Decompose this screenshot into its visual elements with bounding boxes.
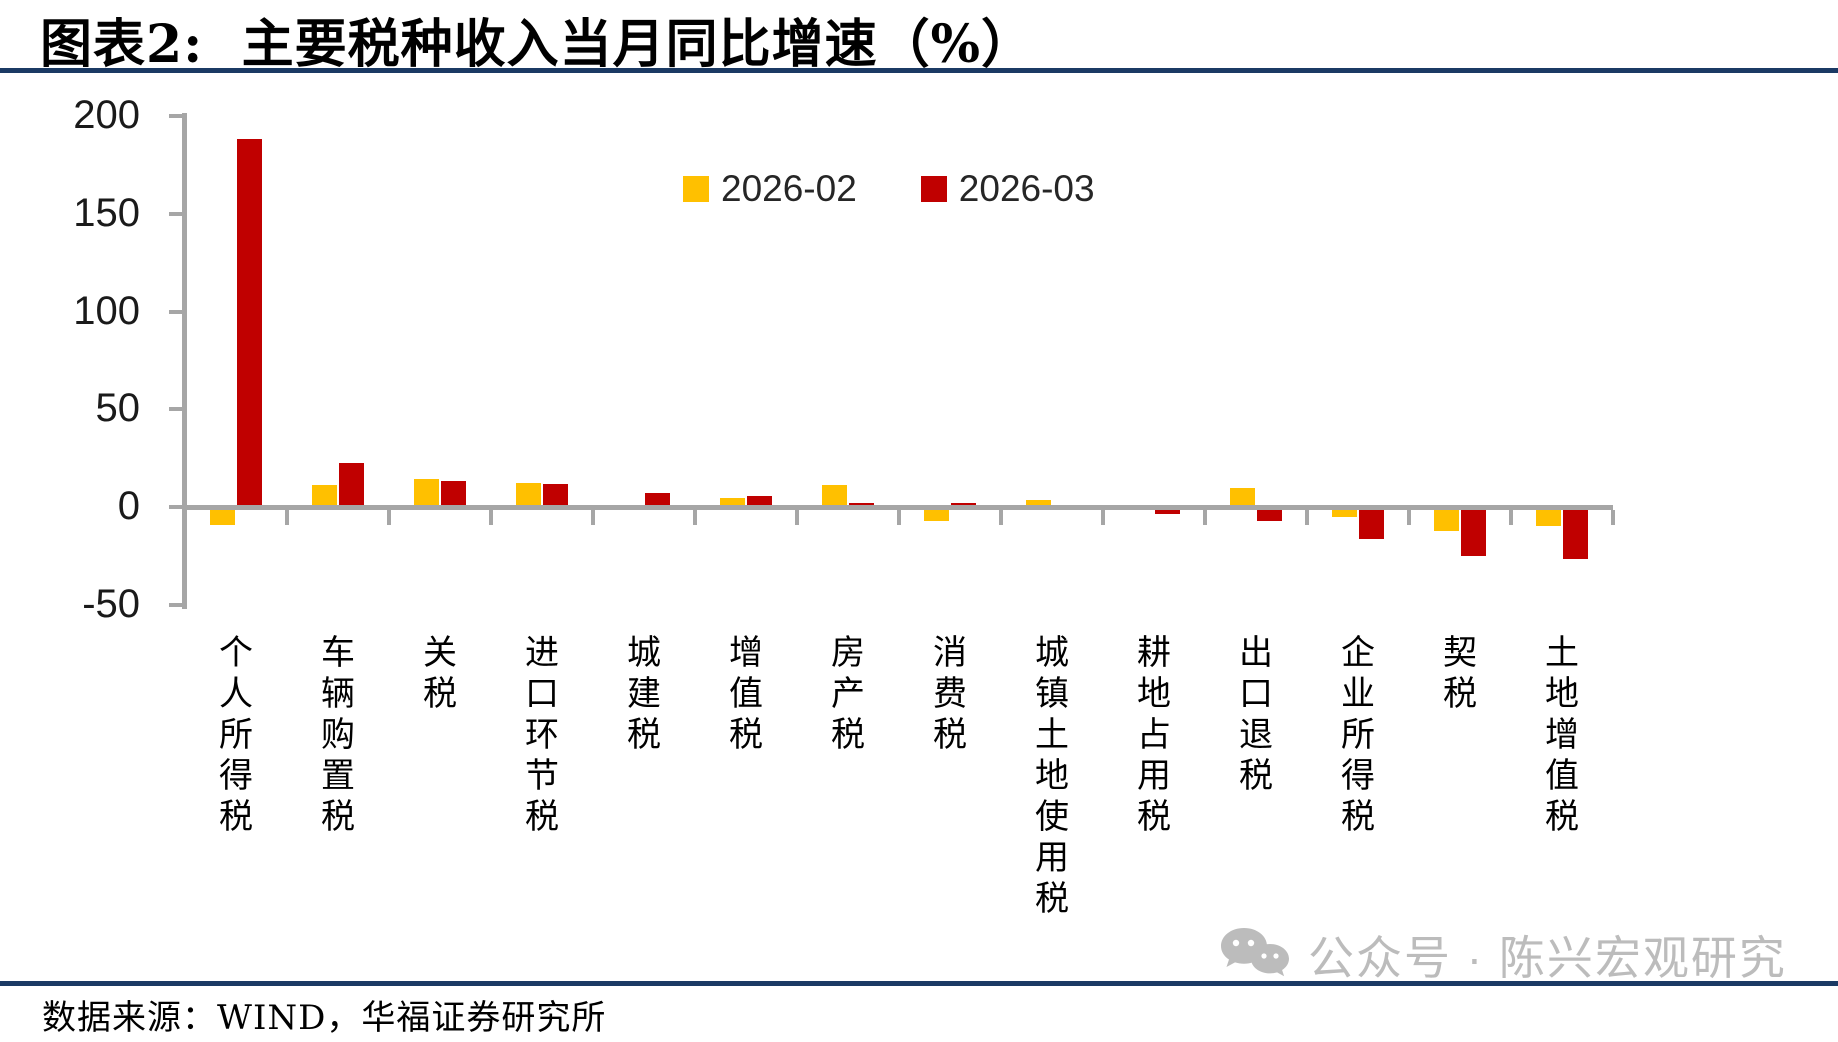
footer-divider-line <box>0 981 1838 986</box>
x-axis-tick <box>1611 510 1615 525</box>
x-category-label: 消费税 <box>933 633 967 755</box>
y-axis-tick <box>169 114 182 118</box>
x-axis-tick <box>591 510 595 525</box>
x-axis-tick <box>285 510 289 525</box>
legend-swatch-red <box>920 176 947 202</box>
bar-2026-02-消费税 <box>924 508 949 521</box>
legend-label: 2026-02 <box>721 168 857 209</box>
title-divider-line <box>0 68 1838 73</box>
x-axis-tick <box>183 510 187 525</box>
bar-2026-03-契税 <box>1461 508 1486 556</box>
y-axis-tick <box>169 309 182 314</box>
legend-item-2026-03: 2026-03 <box>920 168 1095 210</box>
x-category-label: 出口退税 <box>1239 633 1273 796</box>
bar-2026-03-车辆购置税 <box>339 463 364 509</box>
bar-2026-03-关税 <box>441 480 466 509</box>
x-category-label: 企业所得税 <box>1341 633 1375 837</box>
y-axis-tick <box>169 505 182 509</box>
x-category-label: 车辆购置税 <box>321 633 355 837</box>
x-axis-tick <box>1101 510 1105 525</box>
bar-2026-03-土地增值税 <box>1563 508 1588 559</box>
y-tick-label: 200 <box>73 93 140 137</box>
bar-2026-03-耕地占用税 <box>1155 508 1180 514</box>
legend-label: 2026-03 <box>958 168 1095 209</box>
legend-swatch-yellow <box>683 176 709 202</box>
bar-2026-03-出口退税 <box>1257 508 1282 521</box>
x-axis-tick <box>1509 510 1513 525</box>
legend-item-2026-02: 2026-02 <box>683 168 857 210</box>
x-axis-tick <box>1305 510 1309 525</box>
y-axis-tick <box>169 407 182 412</box>
y-axis-line <box>182 113 187 609</box>
x-axis-tick <box>999 510 1003 525</box>
bar-2026-03-进口环节税 <box>543 483 568 509</box>
bar-2026-02-房产税 <box>822 485 847 509</box>
y-axis-tick <box>169 602 182 607</box>
x-category-label: 耕地占用税 <box>1137 633 1171 837</box>
y-tick-label: 100 <box>73 288 140 333</box>
bar-2026-03-城建税 <box>645 492 670 509</box>
bar-2026-02-增值税 <box>720 498 745 509</box>
wechat-watermark: 公众号 · 陈兴宏观研究 <box>1218 922 1787 988</box>
x-category-label: 房产税 <box>831 633 865 755</box>
bar-2026-02-契税 <box>1434 508 1459 531</box>
y-tick-label: 0 <box>117 484 140 528</box>
x-category-label: 契税 <box>1443 633 1477 714</box>
bar-2026-02-土地增值税 <box>1536 508 1561 527</box>
bar-2026-02-车辆购置税 <box>312 484 337 509</box>
x-category-label: 关税 <box>423 633 457 714</box>
bar-2026-02-企业所得税 <box>1332 508 1357 518</box>
data-source-note: 数据来源：WIND，华福证券研究所 <box>42 998 607 1038</box>
x-axis-tick <box>387 510 391 525</box>
x-category-label: 城建税 <box>627 633 661 755</box>
chart-title: 图表2: 主要税种收入当月同比增速（%） <box>40 14 1034 75</box>
chart-legend: 2026-02 2026-03 <box>683 168 1095 210</box>
x-axis-tick <box>1203 510 1207 525</box>
x-category-label: 个人所得税 <box>219 633 253 837</box>
watermark-text: 公众号 · 陈兴宏观研究 <box>1308 932 1787 984</box>
y-tick-label: 150 <box>73 190 140 235</box>
wechat-bubbles-icon <box>1218 926 1290 985</box>
bar-2026-02-进口环节税 <box>516 482 541 509</box>
bar-2026-02-出口退税 <box>1230 488 1255 509</box>
x-axis-tick <box>1407 510 1411 525</box>
x-axis-tick <box>489 510 493 525</box>
x-axis-zero-line <box>184 505 1613 510</box>
x-category-label: 土地增值税 <box>1545 633 1579 837</box>
bar-2026-03-个人所得税 <box>237 138 262 509</box>
x-category-label: 增值税 <box>729 633 763 755</box>
bar-2026-03-企业所得税 <box>1359 508 1384 540</box>
bar-2026-02-关税 <box>414 479 439 509</box>
y-axis-tick <box>169 211 182 216</box>
bar-2026-02-城镇土地使用税 <box>1026 499 1051 509</box>
x-axis-tick <box>897 510 901 525</box>
x-category-label: 进口环节税 <box>525 633 559 837</box>
y-tick-label: 50 <box>95 386 141 431</box>
x-axis-tick <box>795 510 799 525</box>
bar-2026-02-个人所得税 <box>210 508 235 525</box>
y-tick-label: -50 <box>82 581 140 626</box>
x-axis-tick <box>693 510 697 525</box>
x-category-label: 城镇土地使用税 <box>1035 633 1069 919</box>
